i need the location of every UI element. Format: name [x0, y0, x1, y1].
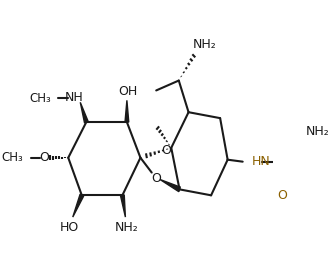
Text: CH₃: CH₃ — [29, 92, 51, 105]
Polygon shape — [160, 179, 180, 192]
Text: HN: HN — [252, 155, 271, 168]
Polygon shape — [73, 194, 83, 217]
Text: HO: HO — [60, 221, 79, 234]
Text: O: O — [277, 189, 287, 202]
Text: NH: NH — [65, 91, 84, 104]
Polygon shape — [125, 100, 129, 122]
Polygon shape — [121, 195, 125, 217]
Text: OH: OH — [118, 85, 137, 98]
Text: NH₂: NH₂ — [193, 39, 216, 51]
Text: O: O — [161, 144, 171, 157]
Text: CH₃: CH₃ — [1, 151, 23, 164]
Text: O: O — [151, 172, 161, 185]
Text: O: O — [39, 151, 49, 164]
Polygon shape — [80, 102, 88, 123]
Text: NH₂: NH₂ — [115, 221, 139, 234]
Text: NH₂: NH₂ — [306, 125, 330, 139]
